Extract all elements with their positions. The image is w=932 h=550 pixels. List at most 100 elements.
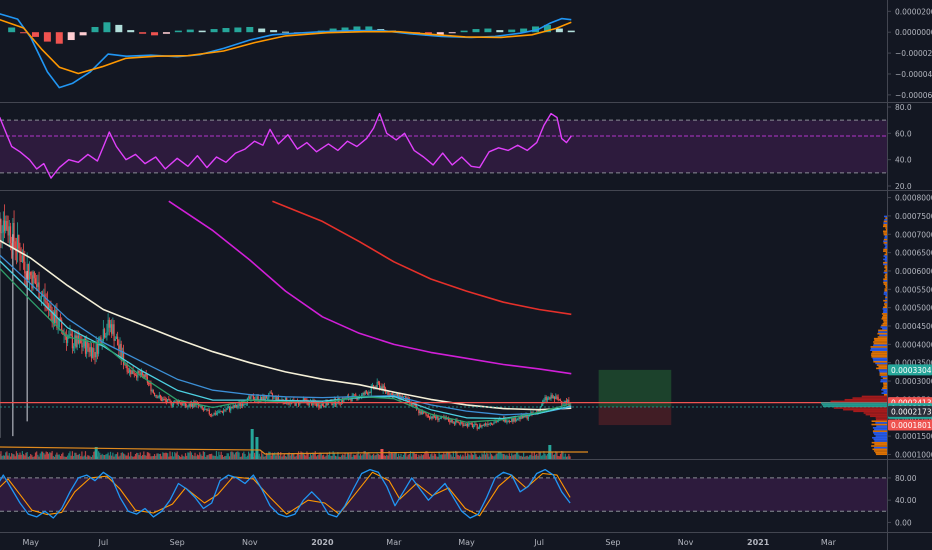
price-label-box[interactable] (888, 419, 932, 431)
volume-bar (105, 454, 107, 459)
candle-body (353, 394, 356, 396)
moving-average-red (272, 200, 572, 316)
volume-bar (543, 451, 545, 459)
volume-profile-bar (882, 314, 887, 317)
volume-bar (89, 456, 91, 459)
price-axis-label: 0.0004500 (895, 322, 932, 331)
volume-bar (411, 456, 413, 459)
candle-body (267, 398, 269, 400)
volume-bar (80, 456, 82, 459)
candle-body (34, 278, 37, 285)
volume-bar (506, 454, 508, 459)
price-label-text[interactable]: 0.0003304 (891, 366, 932, 375)
volume-bar (396, 456, 399, 459)
volume-bar (125, 455, 127, 459)
volume-bar (61, 453, 63, 459)
volume-profile-bar (885, 251, 887, 254)
candle-body (492, 423, 494, 425)
volume-bar (38, 456, 40, 459)
candle-body (396, 393, 399, 397)
volume-bar (450, 454, 452, 459)
volume-bar (200, 454, 202, 459)
candle-body (327, 402, 329, 405)
long-position-stop-zone[interactable] (598, 407, 672, 426)
volume-bar (559, 453, 562, 459)
volume-bar (569, 456, 571, 459)
volume-profile-bar (871, 354, 887, 356)
volume-bar (226, 453, 228, 459)
volume-profile-bar (881, 392, 887, 394)
candle-body (467, 423, 469, 427)
volume-bar (369, 454, 371, 459)
volume-bar (44, 454, 46, 459)
volume-bar (237, 451, 239, 459)
volume-bar (530, 454, 532, 459)
candle-body (36, 284, 38, 287)
volume-bar (564, 453, 566, 459)
volume-profile (821, 215, 887, 456)
volume-profile-bar (872, 351, 887, 353)
candle-body (320, 404, 322, 408)
candle-body (443, 417, 445, 419)
candle-body (489, 422, 491, 425)
volume-bar (3, 455, 6, 459)
volume-profile-bar (883, 309, 887, 312)
volume-bar (112, 452, 114, 459)
price-axis[interactable]: 0.0000200 0.0000000 −0.0000200 −0.0000400 −0… (887, 7, 932, 527)
price-label-box[interactable] (888, 364, 932, 376)
candle-body (49, 305, 51, 308)
candle-body (240, 403, 243, 407)
candle-body (206, 408, 208, 411)
price-label-text[interactable]: 0.0001801 (891, 421, 932, 430)
macd-histogram-bar (91, 26, 99, 33)
volume-bar (269, 451, 271, 459)
volume-bar (434, 454, 437, 459)
volume-bar (408, 453, 410, 459)
volume-profile-bar (876, 425, 887, 427)
price-axis-label: 0.0007500 (895, 212, 932, 221)
volume-profile-bar (874, 450, 887, 452)
candle-body (187, 406, 189, 408)
volume-bar (375, 455, 377, 459)
rsi-band (0, 120, 887, 173)
volume-bar (476, 456, 478, 459)
price-label-box[interactable] (888, 405, 932, 417)
volume-profile-bar (884, 253, 887, 256)
volume-bar (8, 453, 10, 459)
time-axis[interactable]: May Jul Sep Nov 2020 Mar May Jul Sep Nov 2021 Mar (22, 538, 836, 547)
candle-body (418, 408, 420, 414)
candle-body (336, 403, 338, 405)
time-axis-label: Nov (678, 538, 694, 547)
volume-bar (401, 456, 403, 459)
long-position-target-zone[interactable] (598, 369, 672, 407)
candle-body (87, 340, 89, 348)
candle-body (203, 409, 206, 411)
candle-body (130, 369, 132, 375)
volume-bar (167, 453, 169, 459)
volume-bar (461, 456, 463, 459)
volume-bar (2, 455, 4, 459)
volume-profile-bar (865, 413, 887, 416)
candle-body (545, 396, 547, 401)
candle-body (257, 396, 259, 402)
candle-body (234, 404, 237, 408)
candle-body (43, 294, 45, 296)
candle-body (563, 403, 565, 405)
volume-bar (334, 455, 337, 459)
candle-body (108, 319, 110, 328)
candle-body (219, 411, 221, 413)
volume-bar (299, 454, 301, 459)
volume-profile-bar (883, 223, 887, 226)
volume-bar (293, 453, 295, 459)
candle-body (264, 395, 266, 401)
candle-body (86, 340, 88, 354)
candle-body (294, 401, 296, 406)
price-label-text[interactable]: 0.0002173 (891, 407, 932, 416)
candle-body (115, 336, 118, 339)
candle-body (5, 220, 7, 231)
candle-body (426, 414, 428, 416)
volume-profile-bar (870, 349, 887, 352)
volume-bar (267, 453, 269, 459)
volume-bar (505, 455, 507, 459)
